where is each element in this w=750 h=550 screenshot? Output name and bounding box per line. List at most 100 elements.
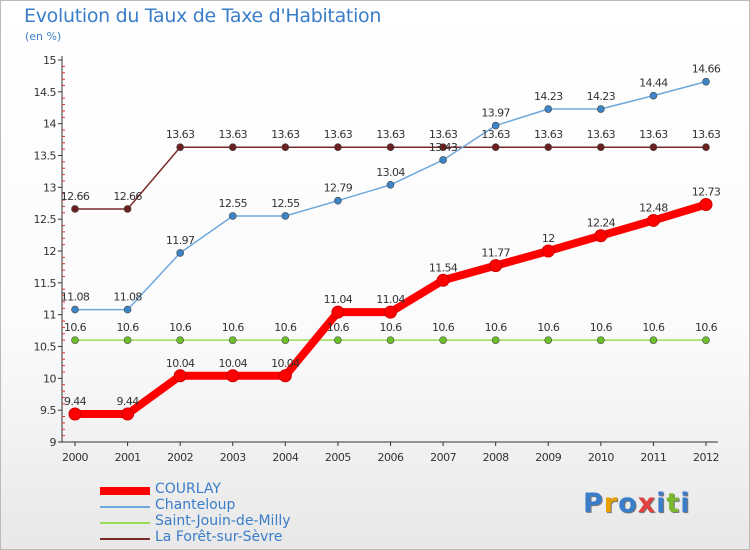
- data-label: 13.04: [376, 166, 405, 179]
- data-point: [384, 305, 397, 319]
- data-label: 10.6: [327, 321, 350, 334]
- data-point: [228, 336, 237, 344]
- data-point: [226, 369, 240, 383]
- y-tick-label: 15: [43, 54, 56, 67]
- x-tick-label: 2004: [272, 451, 298, 464]
- legend-label: La Forêt-sur-Sèvre: [155, 529, 283, 545]
- data-label: 10.6: [485, 321, 508, 334]
- data-point: [541, 244, 555, 258]
- logo-letter: r: [603, 488, 619, 519]
- series-line-1: [74, 80, 707, 311]
- data-label: 13.63: [534, 128, 563, 141]
- y-tick-label: 14.5: [34, 86, 57, 99]
- data-point: [68, 407, 82, 421]
- y-tick-label: 9.5: [40, 404, 56, 417]
- data-label: 11.77: [481, 247, 510, 260]
- data-point: [489, 259, 503, 273]
- data-point: [331, 305, 345, 319]
- data-point: [649, 336, 658, 344]
- data-point: [71, 205, 79, 213]
- data-point: [491, 143, 500, 152]
- data-label: 13.63: [166, 128, 195, 141]
- data-label: 14.23: [534, 90, 563, 103]
- data-label: 11.97: [166, 234, 195, 247]
- data-point: [649, 143, 658, 152]
- data-label: 10.6: [274, 321, 297, 334]
- data-point: [702, 77, 710, 86]
- data-label: 13.43: [429, 141, 458, 154]
- data-point: [646, 213, 660, 227]
- data-label: 13.97: [481, 107, 510, 120]
- y-tick-label: 13: [43, 181, 56, 194]
- data-point: [491, 336, 500, 344]
- data-point: [544, 336, 553, 344]
- x-tick-label: 2008: [483, 451, 509, 464]
- data-label: 10.6: [117, 321, 140, 334]
- data-point: [439, 336, 447, 344]
- data-label: 12.48: [639, 201, 668, 214]
- data-point: [439, 143, 447, 152]
- data-point: [439, 156, 447, 164]
- data-point: [123, 305, 132, 314]
- data-point: [281, 143, 290, 152]
- data-label: 10.6: [169, 321, 192, 334]
- data-label: 10.04: [166, 357, 195, 370]
- legend-swatch: [100, 506, 150, 508]
- data-point: [228, 143, 237, 152]
- data-point: [544, 105, 553, 113]
- x-tick-label: 2009: [535, 451, 561, 464]
- y-tick-label: 11.5: [34, 277, 57, 290]
- data-label: 11.08: [61, 291, 90, 304]
- data-label: 10.6: [642, 321, 665, 334]
- data-label: 12.55: [271, 197, 300, 210]
- data-label: 10.6: [222, 321, 245, 334]
- data-point: [176, 143, 184, 152]
- data-label: 13.63: [376, 128, 405, 141]
- data-label: 14.44: [639, 77, 668, 90]
- data-label: 9.44: [117, 395, 140, 408]
- x-tick-label: 2005: [325, 451, 351, 464]
- data-label: 12.79: [324, 182, 353, 195]
- data-label: 9.44: [64, 395, 87, 408]
- data-label: 14.66: [692, 63, 721, 76]
- data-point: [491, 121, 500, 130]
- x-tick-label: 2002: [167, 451, 193, 464]
- x-tick-label: 2000: [62, 451, 88, 464]
- data-label: 13.63: [324, 128, 353, 141]
- legend-swatch: [100, 487, 150, 495]
- x-tick-label: 2010: [588, 451, 614, 464]
- y-tick-label: 10: [43, 372, 56, 385]
- data-label: 13.63: [481, 128, 510, 141]
- data-point: [176, 249, 184, 257]
- data-point: [278, 369, 292, 383]
- data-point: [228, 212, 237, 220]
- x-tick-label: 2012: [693, 451, 719, 464]
- proxiti-logo: Proxiti: [583, 488, 691, 519]
- data-label: 10.6: [537, 321, 560, 334]
- data-label: 10.6: [379, 321, 402, 334]
- data-point: [71, 305, 79, 314]
- data-label: 10.6: [432, 321, 455, 334]
- y-tick-label: 12: [43, 245, 56, 258]
- data-point: [334, 196, 342, 205]
- x-tick-label: 2011: [640, 451, 666, 464]
- data-label: 13.63: [271, 128, 300, 141]
- data-label: 10.6: [695, 321, 718, 334]
- data-point: [334, 143, 342, 152]
- data-point: [597, 336, 605, 344]
- data-label: 13.63: [429, 128, 458, 141]
- y-tick-label: 9: [50, 436, 57, 449]
- logo-letter: t: [666, 488, 681, 519]
- x-tick-label: 2007: [430, 451, 456, 464]
- data-point: [281, 212, 290, 220]
- data-point: [544, 143, 553, 152]
- data-point: [436, 273, 450, 287]
- data-point: [71, 336, 79, 344]
- data-point: [176, 336, 184, 344]
- legend-label: Saint-Jouin-de-Milly: [155, 513, 291, 529]
- logo-letter: P: [583, 488, 604, 519]
- x-tick-label: 2006: [378, 451, 404, 464]
- data-label: 13.63: [639, 128, 668, 141]
